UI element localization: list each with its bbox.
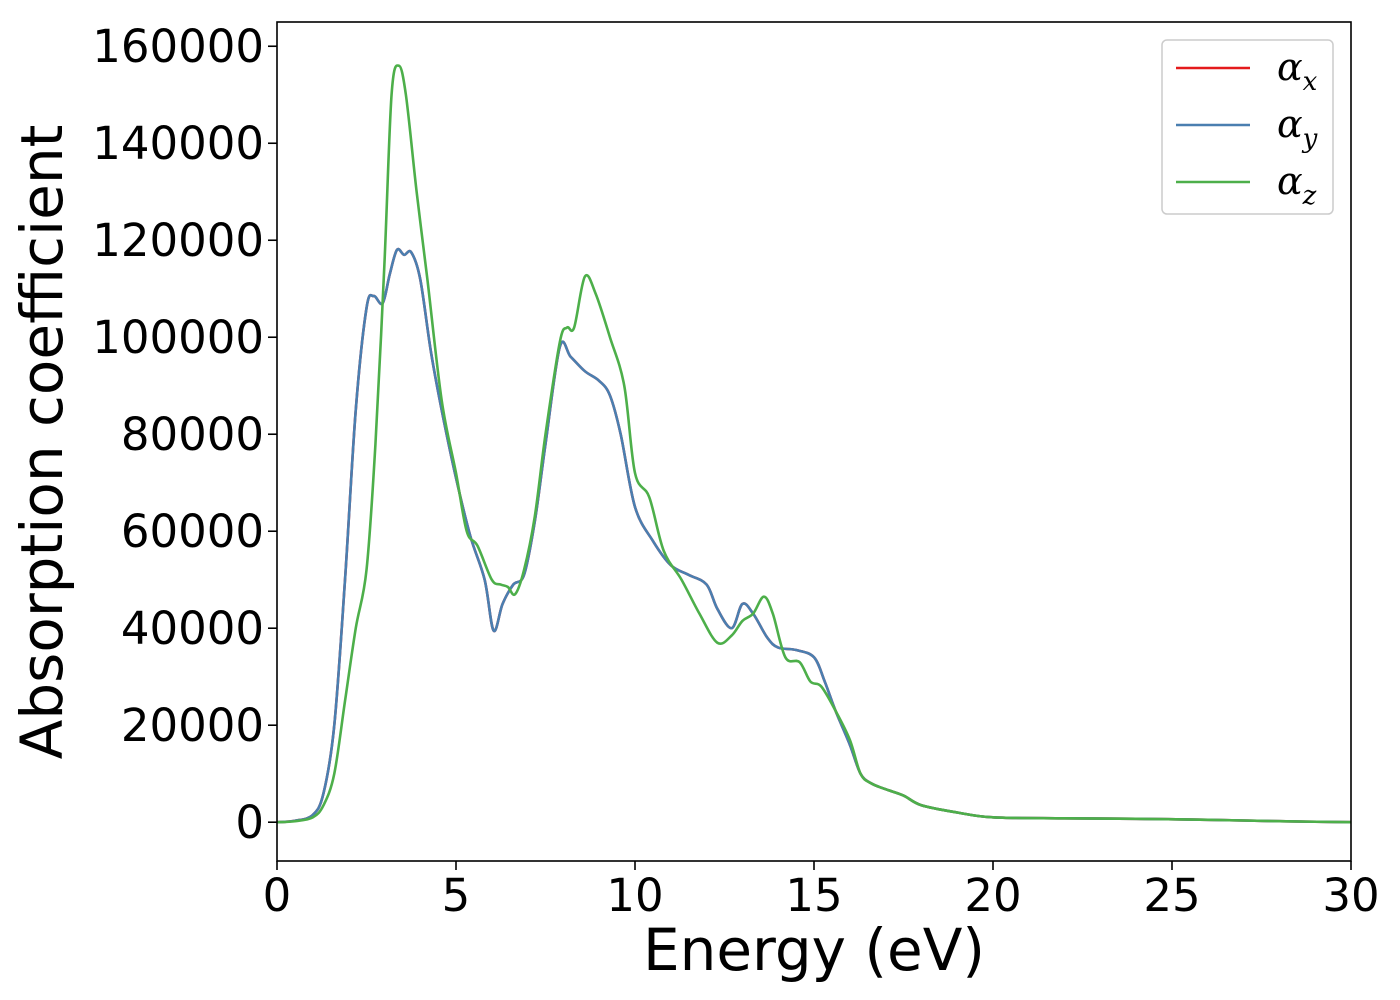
legend-box [1161, 39, 1334, 215]
y-tick-label: 0 [235, 796, 264, 849]
legend-symbol: α [1277, 102, 1303, 146]
x-tick-label: 25 [1143, 869, 1200, 922]
y-tick-label: 80000 [121, 408, 264, 461]
x-tick-label: 20 [964, 869, 1021, 922]
y-tick-label: 20000 [121, 699, 264, 752]
x-tick-label: 0 [263, 869, 292, 922]
x-tick-label: 15 [785, 869, 842, 922]
y-tick-label: 100000 [92, 311, 264, 364]
y-tick-label: 140000 [92, 117, 264, 170]
x-tick-label: 10 [606, 869, 663, 922]
x-axis-label: Energy (eV) [643, 916, 985, 984]
y-axis-label: Absorption coefficient [8, 125, 76, 760]
legend-symbol: α [1277, 45, 1303, 89]
legend-symbol: α [1277, 159, 1303, 203]
y-tick-label: 60000 [121, 505, 264, 558]
y-tick-label: 120000 [92, 214, 264, 267]
legend-label-alpha-z: αz [1277, 159, 1317, 211]
x-tick-label: 30 [1322, 869, 1379, 922]
legend-label-alpha-x: αx [1277, 45, 1318, 97]
legend-subscript: x [1303, 67, 1318, 97]
x-tick-label: 5 [442, 869, 471, 922]
plot-area [276, 64, 1352, 824]
legend-label-alpha-y: αy [1277, 102, 1318, 154]
legend-subscript: y [1302, 124, 1318, 154]
series-line-alpha-z [276, 64, 1352, 824]
y-tick-label: 160000 [92, 20, 264, 73]
x-axis: 0 5 10 15 20 25 30 [263, 861, 1380, 922]
legend-subscript: z [1302, 181, 1317, 211]
y-tick-label: 40000 [121, 602, 264, 655]
y-axis: 0 20000 40000 60000 80000 100000 120000 140000 1… [92, 20, 277, 849]
